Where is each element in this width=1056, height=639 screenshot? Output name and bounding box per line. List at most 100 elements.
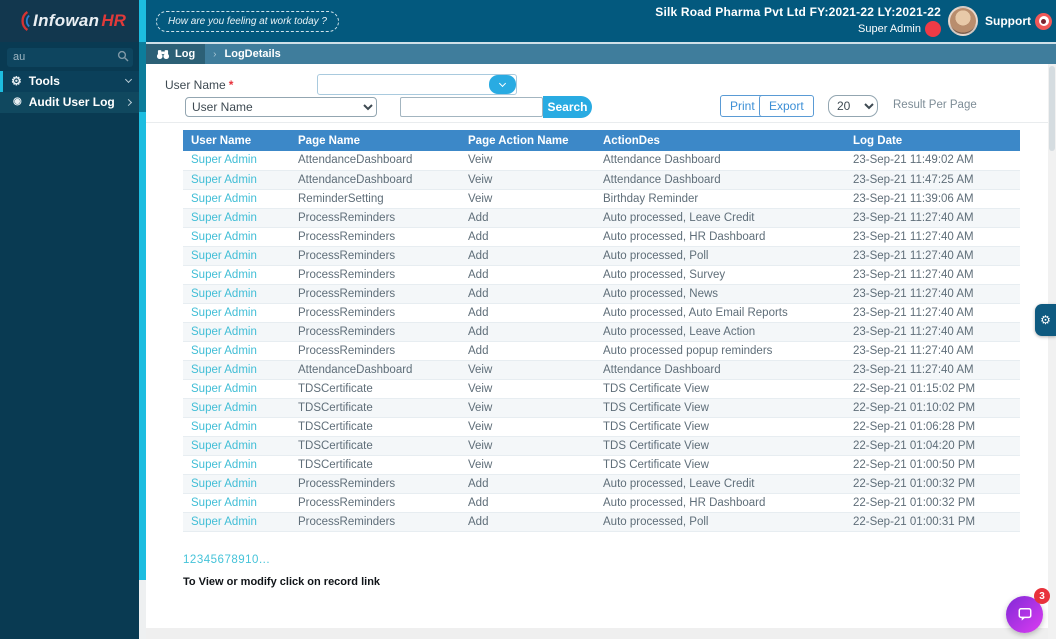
table-cell: TDS Certificate View [595, 436, 845, 455]
page-link[interactable]: 2 [190, 554, 197, 566]
record-link[interactable]: Super Admin [191, 288, 257, 300]
user-name-cell: Super Admin [183, 341, 290, 360]
print-button[interactable]: Print [720, 95, 765, 117]
settings-flyout-button[interactable]: ⚙ [1035, 304, 1056, 336]
user-avatar[interactable] [948, 6, 978, 36]
user-name-cell: Super Admin [183, 379, 290, 398]
record-link[interactable]: Super Admin [191, 212, 257, 224]
record-link[interactable]: Super Admin [191, 383, 257, 395]
chevron-right-icon [125, 98, 132, 105]
record-link[interactable]: Super Admin [191, 269, 257, 281]
table-cell: 22-Sep-21 01:04:20 PM [845, 436, 1020, 455]
table-cell: Auto processed, Poll [595, 512, 845, 531]
user-name-cell: Super Admin [183, 246, 290, 265]
search-term-input[interactable] [400, 97, 543, 117]
results-per-page-label: Result Per Page [893, 99, 977, 111]
table-cell: ProcessReminders [290, 474, 460, 493]
table-cell: 23-Sep-21 11:27:40 AM [845, 322, 1020, 341]
table-cell: 23-Sep-21 11:49:02 AM [845, 151, 1020, 170]
support-button[interactable]: Support [985, 13, 1052, 30]
breadcrumb: Log › LogDetails [146, 42, 1056, 64]
record-link[interactable]: Super Admin [191, 231, 257, 243]
record-link[interactable]: Super Admin [191, 307, 257, 319]
table-cell: Auto processed, News [595, 284, 845, 303]
search-button[interactable]: Search [543, 96, 592, 118]
table-cell: 23-Sep-21 11:27:40 AM [845, 303, 1020, 322]
record-link[interactable]: Super Admin [191, 193, 257, 205]
table-row: Super AdminReminderSettingVeiwBirthday R… [183, 189, 1020, 208]
table-cell: 22-Sep-21 01:10:02 PM [845, 398, 1020, 417]
page-link[interactable]: 10 [245, 554, 259, 566]
export-button[interactable]: Export [759, 95, 814, 117]
table-cell: 23-Sep-21 11:27:40 AM [845, 341, 1020, 360]
record-link[interactable]: Super Admin [191, 478, 257, 490]
table-cell: Auto processed, Survey [595, 265, 845, 284]
record-link[interactable]: Super Admin [191, 364, 257, 376]
company-fiscal-year-text: Silk Road Pharma Pvt Ltd FY:2021-22 LY:2… [655, 5, 941, 19]
logged-in-user-name: Super Admin [858, 23, 921, 35]
record-link[interactable]: Super Admin [191, 154, 257, 166]
column-header: Log Date [845, 130, 1020, 151]
search-by-select[interactable]: User Name [185, 97, 377, 117]
table-cell: TDS Certificate View [595, 398, 845, 417]
page-scrollbar-thumb[interactable] [1049, 66, 1055, 151]
page-scrollbar[interactable] [1048, 64, 1056, 639]
column-header: User Name [183, 130, 290, 151]
logo-swoosh-icon [13, 9, 31, 33]
breadcrumb-log-link[interactable]: Log [146, 44, 205, 64]
sidebar-item-audit-user-log[interactable]: ◉ Audit User Log [0, 92, 139, 113]
table-cell: 22-Sep-21 01:00:32 PM [845, 493, 1020, 512]
table-cell: 23-Sep-21 11:39:06 AM [845, 189, 1020, 208]
page-link[interactable]: 3 [197, 554, 204, 566]
top-bar: How are you feeling at work today ? Silk… [146, 0, 1056, 42]
page-link[interactable]: 4 [204, 554, 211, 566]
table-cell: ReminderSetting [290, 189, 460, 208]
sidebar-scrollbar[interactable] [139, 0, 146, 580]
record-link[interactable]: Super Admin [191, 250, 257, 262]
topbar-right-group: Silk Road Pharma Pvt Ltd FY:2021-22 LY:2… [655, 5, 1056, 37]
results-per-page-select[interactable]: 20 [828, 95, 878, 117]
page-link[interactable]: 1 [183, 554, 190, 566]
user-name-dropdown-caret-button[interactable] [489, 75, 516, 94]
log-table-body: Super AdminAttendanceDashboardVeiwAttend… [183, 151, 1020, 531]
breadcrumb-root-label: Log [175, 48, 195, 60]
record-link[interactable]: Super Admin [191, 174, 257, 186]
table-cell: Auto processed, Leave Action [595, 322, 845, 341]
sidebar-scrollbar-thumb[interactable] [139, 42, 146, 112]
table-cell: ProcessReminders [290, 208, 460, 227]
binoculars-icon [156, 49, 170, 60]
user-name-cell: Super Admin [183, 455, 290, 474]
table-row: Super AdminTDSCertificateVeiwTDS Certifi… [183, 398, 1020, 417]
record-link[interactable]: Super Admin [191, 345, 257, 357]
table-cell: Auto processed, Leave Credit [595, 474, 845, 493]
table-cell: 23-Sep-21 11:27:40 AM [845, 246, 1020, 265]
record-link[interactable]: Super Admin [191, 459, 257, 471]
feeling-survey-button[interactable]: How are you feeling at work today ? [156, 11, 339, 32]
record-link[interactable]: Super Admin [191, 402, 257, 414]
column-header: ActionDes [595, 130, 845, 151]
record-link[interactable]: Super Admin [191, 497, 257, 509]
user-name-cell: Super Admin [183, 417, 290, 436]
table-row: Super AdminAttendanceDashboardVeiwAttend… [183, 360, 1020, 379]
page-link[interactable]: 5 [211, 554, 218, 566]
gear-icon: ⚙ [1040, 313, 1051, 327]
table-cell: ProcessReminders [290, 322, 460, 341]
app-logo[interactable]: Infowan HR [0, 0, 139, 42]
user-name-cell: Super Admin [183, 512, 290, 531]
chat-unread-badge: 3 [1034, 588, 1050, 604]
record-link[interactable]: Super Admin [191, 516, 257, 528]
table-row: Super AdminProcessRemindersAddAuto proce… [183, 208, 1020, 227]
user-name-cell: Super Admin [183, 208, 290, 227]
sidebar-item-tools[interactable]: ⚙ Tools [0, 71, 139, 92]
sidebar-search-input[interactable] [7, 48, 133, 67]
pagination-ellipsis[interactable]: ... [259, 554, 270, 566]
user-name-dropdown[interactable] [317, 74, 517, 95]
search-icon [117, 50, 129, 62]
table-cell: Add [460, 227, 595, 246]
record-link[interactable]: Super Admin [191, 421, 257, 433]
required-asterisk: * [229, 78, 234, 92]
record-link[interactable]: Super Admin [191, 326, 257, 338]
table-cell: Add [460, 208, 595, 227]
table-cell: Add [460, 474, 595, 493]
record-link[interactable]: Super Admin [191, 440, 257, 452]
